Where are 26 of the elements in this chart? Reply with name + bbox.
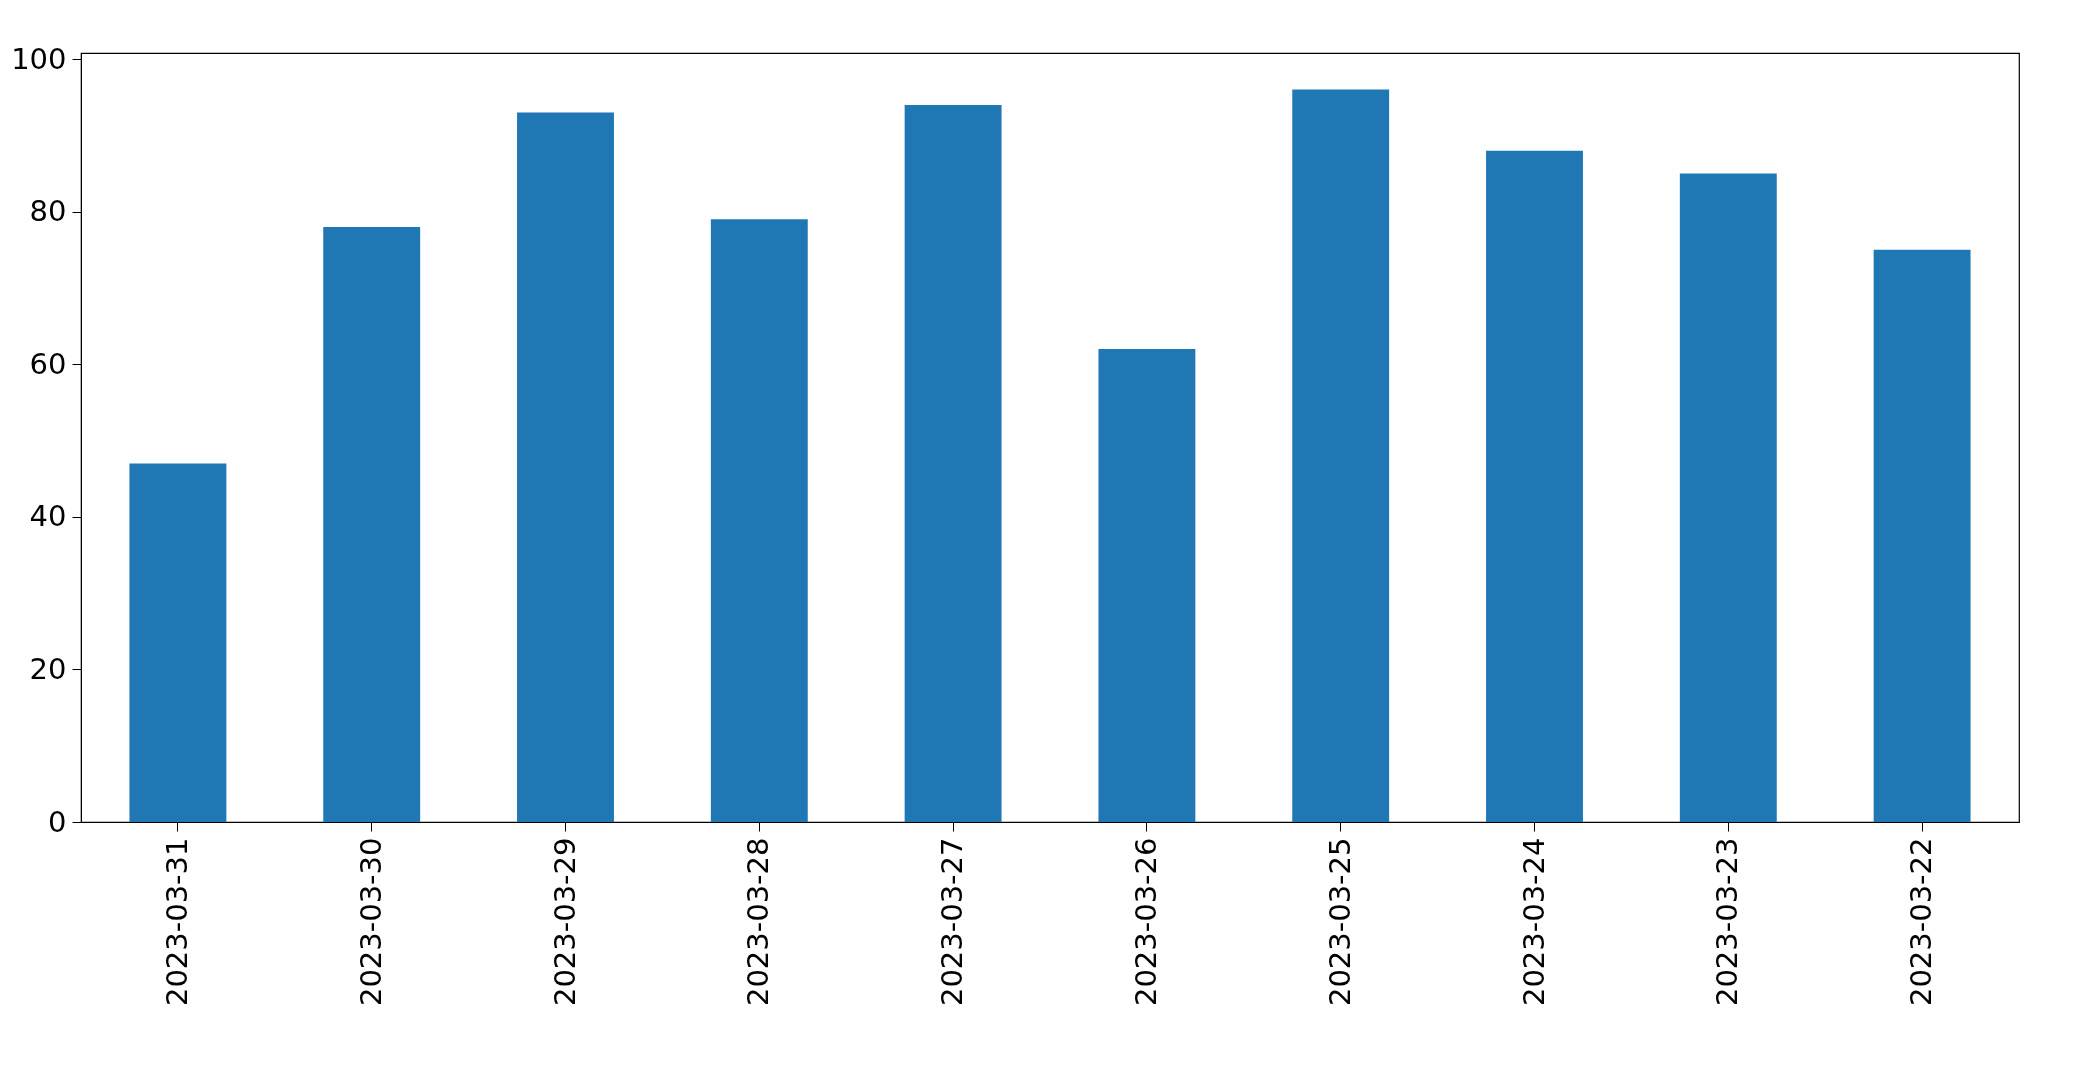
bar	[1679, 173, 1777, 822]
x-tick-label: 2023-03-22	[1904, 837, 1939, 1007]
bar	[517, 112, 614, 822]
bar	[904, 104, 1002, 822]
y-tick-label: 0	[48, 804, 67, 839]
x-tick-label: 2023-03-28	[741, 837, 776, 1007]
bar	[1486, 150, 1583, 822]
y-tick-label: 60	[29, 346, 67, 381]
bar	[1873, 249, 1971, 822]
x-tick-label: 2023-03-30	[353, 837, 388, 1007]
bar	[1098, 349, 1196, 822]
bar	[129, 463, 227, 822]
y-tick-label: 100	[11, 41, 67, 76]
y-tick-label: 20	[29, 651, 67, 686]
bar	[710, 219, 808, 822]
y-tick-label: 40	[29, 499, 67, 534]
bar	[1292, 89, 1390, 822]
bar	[323, 226, 421, 822]
x-tick-label: 2023-03-25	[1322, 837, 1357, 1007]
x-tick-label: 2023-03-24	[1516, 837, 1551, 1007]
x-tick-label: 2023-03-27	[935, 837, 970, 1007]
y-tick-label: 80	[29, 194, 67, 229]
x-tick-label: 2023-03-31	[159, 837, 194, 1007]
x-tick-label: 2023-03-23	[1710, 837, 1745, 1007]
x-tick-label: 2023-03-29	[547, 837, 582, 1007]
x-tick-label: 2023-03-26	[1128, 837, 1163, 1007]
